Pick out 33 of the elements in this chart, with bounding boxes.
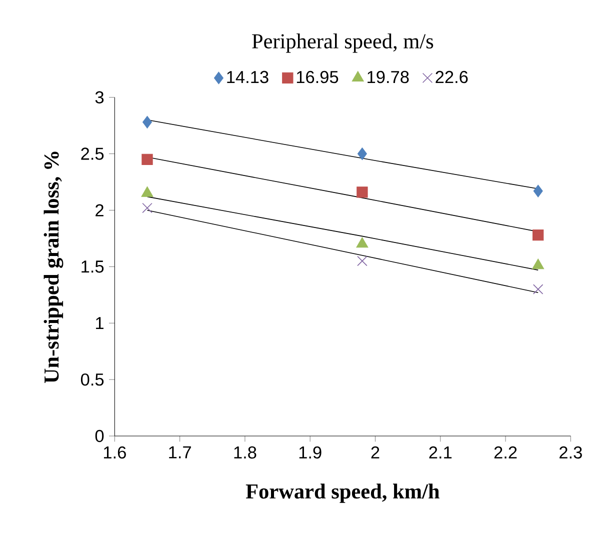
- x-tick-label: 2.2: [494, 446, 517, 458]
- point: [357, 256, 368, 266]
- y-tick-label: 3: [95, 91, 104, 104]
- x-axis-title: Forward speed, km/h: [246, 484, 440, 503]
- x-tick-label: 1.6: [104, 446, 126, 459]
- legend-label: 14.13: [227, 70, 268, 84]
- point: [142, 154, 153, 165]
- x-tick-label: 1.9: [299, 446, 322, 459]
- x-tick-label: 2.3: [560, 446, 582, 459]
- y-tick-label: 0: [95, 430, 104, 442]
- legend-label: 22.6: [436, 70, 468, 84]
- point: [532, 258, 544, 270]
- point: [356, 237, 368, 248]
- y-tick-label: 2.5: [81, 148, 104, 160]
- x-tick-label: 2.1: [429, 446, 452, 458]
- x-tick-label: 1.8: [234, 446, 256, 459]
- point: [356, 186, 368, 198]
- y-tick-label: 0.5: [80, 373, 104, 386]
- legend-title: Peripheral speed, m/s: [252, 34, 434, 53]
- x-tick-label: 1.7: [169, 446, 191, 458]
- point: [533, 284, 544, 294]
- point: [533, 184, 543, 198]
- point: [532, 229, 544, 241]
- y-tick-label: 1: [96, 317, 104, 330]
- point: [142, 202, 152, 214]
- legend-label: 16.95: [296, 70, 338, 84]
- point: [142, 116, 152, 128]
- y-tick-label: 2: [96, 204, 104, 216]
- y-axis-title: Un-stripped grain loss, %: [44, 152, 64, 384]
- y-tick-label: 1.5: [82, 260, 104, 273]
- x-tick-label: 2: [371, 446, 380, 458]
- legend-label: 19.78: [368, 70, 409, 84]
- point: [357, 148, 367, 160]
